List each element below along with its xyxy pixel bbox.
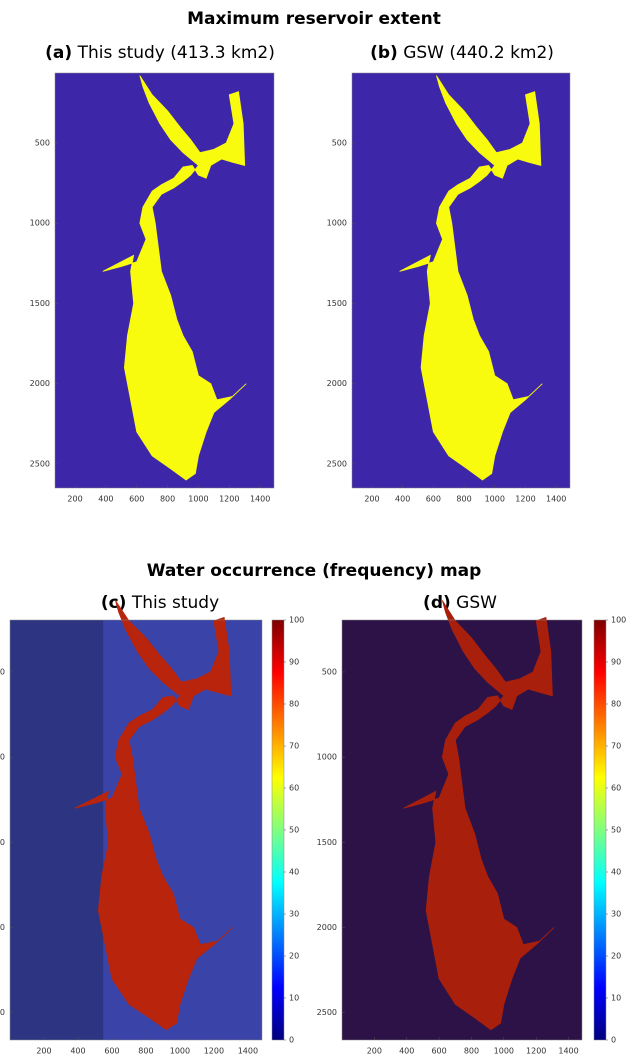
x-tick-label: 1400: [238, 1047, 258, 1056]
x-tick-label: 1200: [526, 1047, 546, 1056]
y-tick-label: 1000: [30, 219, 50, 228]
x-tick-label: 1000: [494, 1047, 514, 1056]
y-tick-label: 2000: [317, 923, 337, 932]
colorbar-tick-label: 70: [611, 742, 621, 751]
panel-label: (c): [101, 593, 127, 613]
x-tick-label: 1200: [219, 495, 239, 504]
panel-label: (b): [370, 43, 398, 63]
y-tick-label: 2000: [30, 379, 50, 388]
y-tick-label: 1500: [317, 838, 337, 847]
colorbar-tick-label: 90: [289, 658, 299, 667]
panel-title: (a) This study (413.3 km2): [45, 43, 275, 63]
colorbar-tick-label: 0: [289, 1036, 294, 1045]
colorbar-tick-label: 40: [289, 868, 299, 877]
y-tick-label: 1000: [317, 753, 337, 762]
heading: Maximum reservoir extent: [187, 9, 441, 29]
x-tick-label: 1200: [515, 495, 535, 504]
panel-title-text: This study (413.3 km2): [77, 43, 275, 63]
colorbar-tick-label: 80: [611, 700, 621, 709]
x-tick-label: 200: [367, 1047, 382, 1056]
x-tick-label: 600: [129, 495, 144, 504]
colorbar-tick-label: 50: [289, 826, 299, 835]
x-tick-label: 1400: [546, 495, 566, 504]
colorbar-tick-label: 100: [289, 616, 304, 625]
colorbar-tick-label: 100: [611, 616, 626, 625]
x-tick-label: 1200: [204, 1047, 224, 1056]
panel-title: (b) GSW (440.2 km2): [370, 43, 554, 63]
x-tick-label: 200: [364, 495, 379, 504]
y-tick-label: 2500: [30, 459, 50, 468]
y-tick-label: 1500: [30, 299, 50, 308]
y-tick-label: 2000: [327, 379, 347, 388]
y-tick-label: 500: [35, 138, 50, 147]
panel-title-text: GSW: [456, 593, 497, 613]
colorbar-tick-label: 10: [289, 994, 299, 1003]
y-tick-label: 1000: [0, 753, 5, 762]
y-tick-label: 2500: [327, 459, 347, 468]
y-tick-label: 2500: [317, 1008, 337, 1017]
x-tick-label: 200: [36, 1047, 51, 1056]
panel-title-text: GSW (440.2 km2): [403, 43, 554, 63]
x-tick-label: 800: [138, 1047, 153, 1056]
panel-title-text: This study: [131, 593, 219, 613]
colorbar-tick-label: 0: [611, 1036, 616, 1045]
y-tick-label: 500: [0, 667, 5, 676]
x-tick-label: 600: [431, 1047, 446, 1056]
y-tick-label: 1500: [327, 299, 347, 308]
colorbar-tick-label: 90: [611, 658, 621, 667]
map-strip: [10, 620, 103, 1040]
x-tick-label: 600: [104, 1047, 119, 1056]
x-tick-label: 800: [464, 1047, 479, 1056]
colorbar: [272, 620, 284, 1040]
x-tick-label: 800: [456, 495, 471, 504]
y-tick-label: 500: [322, 667, 337, 676]
colorbar-tick-label: 20: [611, 952, 621, 961]
x-tick-label: 1000: [188, 495, 208, 504]
x-tick-label: 1000: [170, 1047, 190, 1056]
panel-title: (d) GSW: [423, 593, 497, 613]
y-tick-label: 2000: [0, 923, 5, 932]
colorbar-tick-label: 50: [611, 826, 621, 835]
figure: Maximum reservoir extent Water occurrenc…: [0, 0, 628, 1057]
y-tick-label: 500: [332, 138, 347, 147]
colorbar-tick-label: 30: [289, 910, 299, 919]
x-tick-label: 400: [70, 1047, 85, 1056]
panel-label: (a): [45, 43, 72, 63]
y-tick-label: 1000: [327, 219, 347, 228]
x-tick-label: 200: [67, 495, 82, 504]
x-tick-label: 1000: [485, 495, 505, 504]
colorbar: [594, 620, 606, 1040]
x-tick-label: 400: [399, 1047, 414, 1056]
colorbar-tick-label: 10: [611, 994, 621, 1003]
colorbar-tick-label: 70: [289, 742, 299, 751]
colorbar-tick-label: 80: [289, 700, 299, 709]
colorbar-tick-label: 30: [611, 910, 621, 919]
y-tick-label: 2500: [0, 1008, 5, 1017]
x-tick-label: 1400: [250, 495, 270, 504]
x-tick-label: 800: [160, 495, 175, 504]
heading: Water occurrence (frequency) map: [147, 561, 482, 581]
x-tick-label: 1400: [558, 1047, 578, 1056]
colorbar-tick-label: 60: [289, 784, 299, 793]
colorbar-tick-label: 40: [611, 868, 621, 877]
colorbar-tick-label: 60: [611, 784, 621, 793]
x-tick-label: 400: [395, 495, 410, 504]
x-tick-label: 600: [426, 495, 441, 504]
colorbar-tick-label: 20: [289, 952, 299, 961]
x-tick-label: 400: [98, 495, 113, 504]
y-tick-label: 1500: [0, 838, 5, 847]
